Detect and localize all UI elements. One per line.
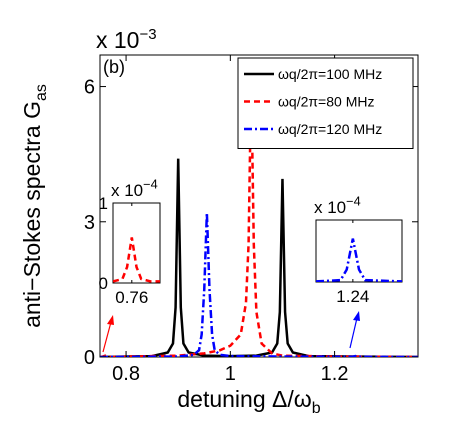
blue-arrow-head	[353, 311, 360, 321]
y-multiplier: x 10−4	[314, 193, 361, 217]
legend-box	[237, 57, 414, 149]
x-axis-label-sub: b	[312, 400, 321, 417]
y-axis-label-text: anti−Stokes spectra G	[19, 101, 45, 328]
x-tick-label: 1.24	[336, 287, 369, 306]
plot-area	[112, 202, 161, 284]
y-multiplier-exp: −3	[139, 26, 156, 43]
arrows	[102, 311, 360, 353]
y-multiplier-base: x 10	[111, 181, 143, 200]
y-multiplier: x 10−4	[111, 176, 158, 200]
x-tick-label: 1	[225, 363, 236, 385]
legend-label: ωq/2π=100 MHz	[278, 66, 382, 82]
y-tick-label: 3	[84, 212, 95, 234]
y-axis-label-sub: as	[33, 84, 50, 101]
series-line	[100, 212, 418, 357]
red-arrow	[102, 321, 112, 353]
x-tick-label: 0.76	[115, 288, 148, 307]
y-multiplier: x 10−3	[96, 26, 157, 53]
y-multiplier-exp: −4	[143, 176, 158, 191]
y-tick-label: 0	[99, 274, 108, 293]
y-axis-label: anti−Stokes spectra Gas	[19, 84, 50, 328]
legend-label: ωq/2π=80 MHz	[278, 94, 374, 110]
y-tick-label: 0	[84, 347, 95, 369]
plot-area	[315, 219, 403, 283]
series-line	[113, 237, 160, 283]
series-line	[316, 238, 402, 282]
y-multiplier-base: x 10	[96, 27, 139, 53]
x-axis-label: detuning Δ/ωb	[177, 386, 320, 417]
x-axis-label-text: detuning Δ/ω	[177, 386, 311, 412]
legend-label: ωq/2π=120 MHz	[278, 121, 382, 137]
y-tick-label: 1	[99, 194, 108, 213]
series-line	[100, 77, 418, 357]
x-tick-label: 1.2	[321, 363, 349, 385]
x-tick-label: 0.8	[112, 363, 140, 385]
blue-arrow	[349, 317, 358, 349]
panel-label: (b)	[103, 57, 125, 77]
y-multiplier-base: x 10	[314, 198, 346, 217]
y-tick-label: 6	[84, 77, 95, 99]
red-arrow-head	[107, 315, 114, 325]
y-multiplier-exp: −4	[346, 193, 361, 208]
